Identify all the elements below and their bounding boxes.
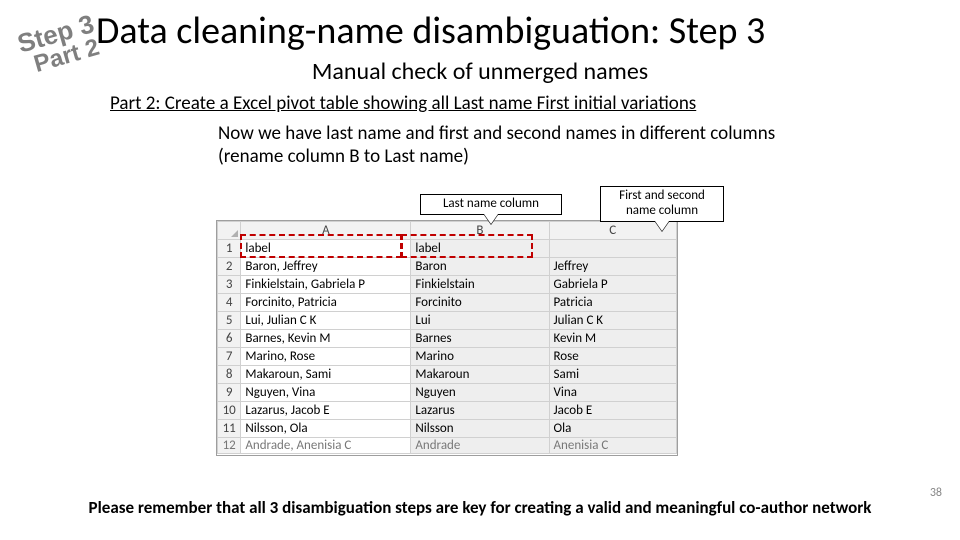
callout-first-second: First and second name column <box>600 186 724 222</box>
cell-a: Nguyen, Vina <box>241 384 411 402</box>
table-row: 2Baron, JeffreyBaronJeffrey <box>218 258 677 276</box>
cell-a: Marino, Rose <box>241 348 411 366</box>
cell-c: Vina <box>549 384 677 402</box>
header-row: A B C <box>218 222 677 240</box>
body-line2: (rename column B to Last name) <box>218 145 469 168</box>
footer-note: Please remember that all 3 disambiguatio… <box>0 497 960 518</box>
cell-a: Barnes, Kevin M <box>241 330 411 348</box>
cell-b: Barnes <box>411 330 549 348</box>
body-text: Now we have last name and first and seco… <box>218 122 778 168</box>
cell-a: Nilsson, Ola <box>241 420 411 438</box>
cell-b: Baron <box>411 258 549 276</box>
slide-subtitle: Manual check of unmerged names <box>0 57 960 86</box>
part2-heading: Part 2: Create a Excel pivot table showi… <box>110 92 696 115</box>
cell-c: Patricia <box>549 294 677 312</box>
table-row: 7Marino, RoseMarinoRose <box>218 348 677 366</box>
cell-c: Sami <box>549 366 677 384</box>
col-header-A: A <box>241 222 411 240</box>
cell-a: Makaroun, Sami <box>241 366 411 384</box>
cell-a: Lui, Julian C K <box>241 312 411 330</box>
cell-b: Nguyen <box>411 384 549 402</box>
cell-b: Andrade <box>411 438 549 454</box>
row-number: 6 <box>218 330 241 348</box>
row-number: 7 <box>218 348 241 366</box>
row-number: 11 <box>218 420 241 438</box>
cell-b: Nilsson <box>411 420 549 438</box>
slide-title: Data cleaning-name disambiguation: Step … <box>96 8 765 54</box>
cell-a: Finkielstain, Gabriela P <box>241 276 411 294</box>
table-row: 1labellabel <box>218 240 677 258</box>
cell-c: Rose <box>549 348 677 366</box>
cell-a: label <box>241 240 411 258</box>
table-row: 5Lui, Julian C KLuiJulian C K <box>218 312 677 330</box>
cell-b: Lazarus <box>411 402 549 420</box>
cell-a: Forcinito, Patricia <box>241 294 411 312</box>
spreadsheet: A B C 1labellabel2Baron, JeffreyBaronJef… <box>216 220 678 456</box>
table-row: 12Andrade, Anenisia CAndradeAnenisia C <box>218 438 677 454</box>
cell-a: Lazarus, Jacob E <box>241 402 411 420</box>
cell-c: Ola <box>549 420 677 438</box>
row-number: 5 <box>218 312 241 330</box>
spreadsheet-table: A B C 1labellabel2Baron, JeffreyBaronJef… <box>217 221 677 454</box>
col-header-B: B <box>411 222 549 240</box>
cell-b: Finkielstain <box>411 276 549 294</box>
row-number: 2 <box>218 258 241 276</box>
row-number: 10 <box>218 402 241 420</box>
slide: Step 3 Part 2 Data cleaning-name disambi… <box>0 0 960 540</box>
cell-c <box>549 240 677 258</box>
cell-c: Gabriela P <box>549 276 677 294</box>
table-row: 11Nilsson, OlaNilssonOla <box>218 420 677 438</box>
cell-c: Anenisia C <box>549 438 677 454</box>
cell-b: Makaroun <box>411 366 549 384</box>
page-number: 38 <box>930 486 942 500</box>
cell-c: Jacob E <box>549 402 677 420</box>
table-row: 9Nguyen, VinaNguyenVina <box>218 384 677 402</box>
select-all-corner <box>218 222 241 240</box>
cell-b: Lui <box>411 312 549 330</box>
row-number: 3 <box>218 276 241 294</box>
body-line1: Now we have last name and first and seco… <box>218 122 775 145</box>
cell-c: Kevin M <box>549 330 677 348</box>
table-row: 8Makaroun, SamiMakarounSami <box>218 366 677 384</box>
row-number: 9 <box>218 384 241 402</box>
row-number: 1 <box>218 240 241 258</box>
cell-b: Marino <box>411 348 549 366</box>
table-row: 3Finkielstain, Gabriela PFinkielstainGab… <box>218 276 677 294</box>
row-number: 12 <box>218 438 241 454</box>
table-row: 6Barnes, Kevin MBarnesKevin M <box>218 330 677 348</box>
row-number: 8 <box>218 366 241 384</box>
table-row: 4Forcinito, PatriciaForcinitoPatricia <box>218 294 677 312</box>
cell-a: Baron, Jeffrey <box>241 258 411 276</box>
row-number: 4 <box>218 294 241 312</box>
table-row: 10Lazarus, Jacob ELazarusJacob E <box>218 402 677 420</box>
cell-c: Julian C K <box>549 312 677 330</box>
cell-c: Jeffrey <box>549 258 677 276</box>
cell-b: label <box>411 240 549 258</box>
cell-a: Andrade, Anenisia C <box>241 438 411 454</box>
callout-last-name: Last name column <box>420 194 562 215</box>
cell-b: Forcinito <box>411 294 549 312</box>
